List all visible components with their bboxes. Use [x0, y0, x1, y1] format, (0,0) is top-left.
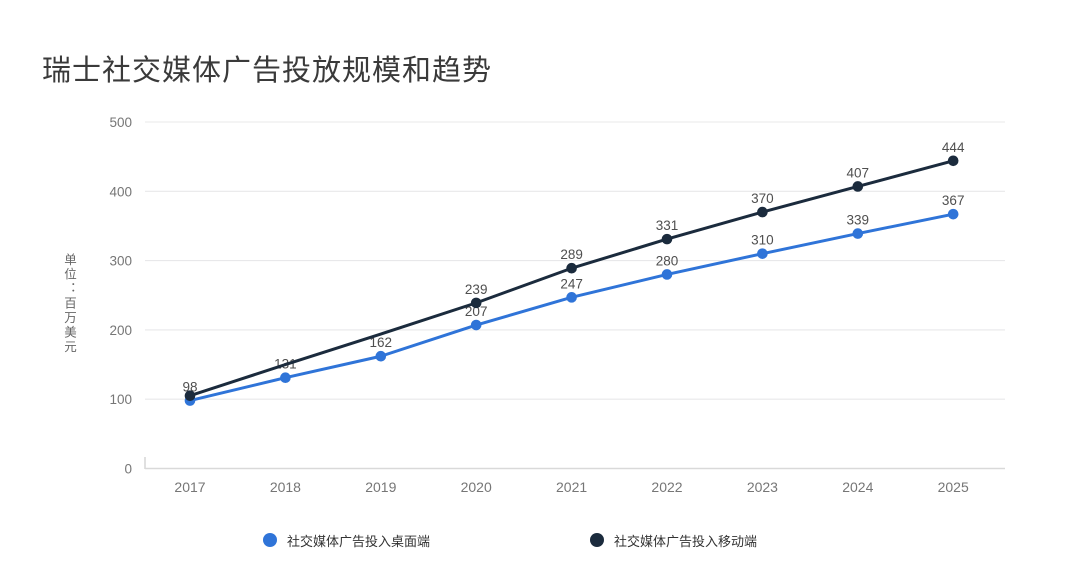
x-tick-label: 2018 [270, 479, 301, 495]
data-point-label: 162 [370, 335, 393, 350]
data-point [661, 233, 673, 245]
page-title: 瑞士社交媒体广告投放规模和趋势 [42, 55, 493, 88]
data-point-label: 207 [465, 304, 488, 319]
series-line-0 [188, 212, 955, 403]
legend-marker-mobile-icon [590, 533, 604, 547]
data-point [947, 155, 959, 167]
y-axis-unit-label: 单位：百万美元 [62, 253, 76, 355]
y-tick-label: 500 [109, 115, 132, 130]
data-point-label: 331 [656, 218, 679, 233]
data-point [470, 319, 482, 331]
data-point-label: 367 [942, 193, 965, 208]
data-point [566, 262, 577, 274]
data-point [375, 350, 387, 362]
data-point [757, 248, 768, 259]
y-tick-label: 400 [109, 184, 132, 199]
x-tick-label: 2025 [938, 479, 969, 495]
data-point-label: 280 [656, 253, 679, 268]
data-point-label: 247 [560, 276, 583, 291]
data-point [852, 228, 864, 239]
data-point-label: 339 [847, 213, 870, 228]
data-point-label: 98 [182, 380, 197, 395]
x-tick-label: 2021 [556, 479, 587, 495]
data-point [947, 208, 959, 220]
x-tick-label: 2020 [461, 479, 492, 495]
y-tick-label: 300 [109, 254, 132, 269]
x-tick-label: 2024 [842, 479, 873, 495]
data-point [470, 297, 482, 309]
legend-item-desktop[interactable]: 社交媒体广告投入桌面端 [263, 527, 430, 553]
y-tick-label: 100 [109, 392, 132, 407]
y-tick-label: 200 [109, 323, 132, 338]
data-point-label: 407 [847, 165, 870, 180]
data-point [661, 269, 673, 280]
data-point [852, 181, 864, 192]
data-point [757, 206, 768, 218]
data-point-label: 370 [751, 191, 774, 206]
legend-label-mobile: 社交媒体广告投入移动端 [614, 533, 758, 549]
data-point [566, 292, 577, 303]
y-tick-label: 0 [124, 462, 132, 477]
legend-item-mobile[interactable]: 社交媒体广告投入移动端 [590, 527, 757, 553]
data-point [184, 390, 196, 402]
legend: 社交媒体广告投入桌面端 社交媒体广告投入移动端 [0, 527, 1076, 553]
x-tick-label: 2022 [651, 479, 682, 495]
data-point-label: 310 [751, 233, 774, 248]
data-point [280, 372, 291, 384]
x-tick-label: 2023 [747, 479, 778, 495]
legend-label-desktop: 社交媒体广告投入桌面端 [287, 533, 431, 549]
x-tick-label: 2019 [365, 479, 396, 495]
data-point-label: 289 [560, 247, 583, 262]
x-tick-label: 2017 [174, 479, 205, 495]
data-point-label: 444 [942, 140, 965, 155]
legend-marker-desktop-icon [263, 533, 277, 547]
data-point-label: 239 [465, 282, 488, 297]
